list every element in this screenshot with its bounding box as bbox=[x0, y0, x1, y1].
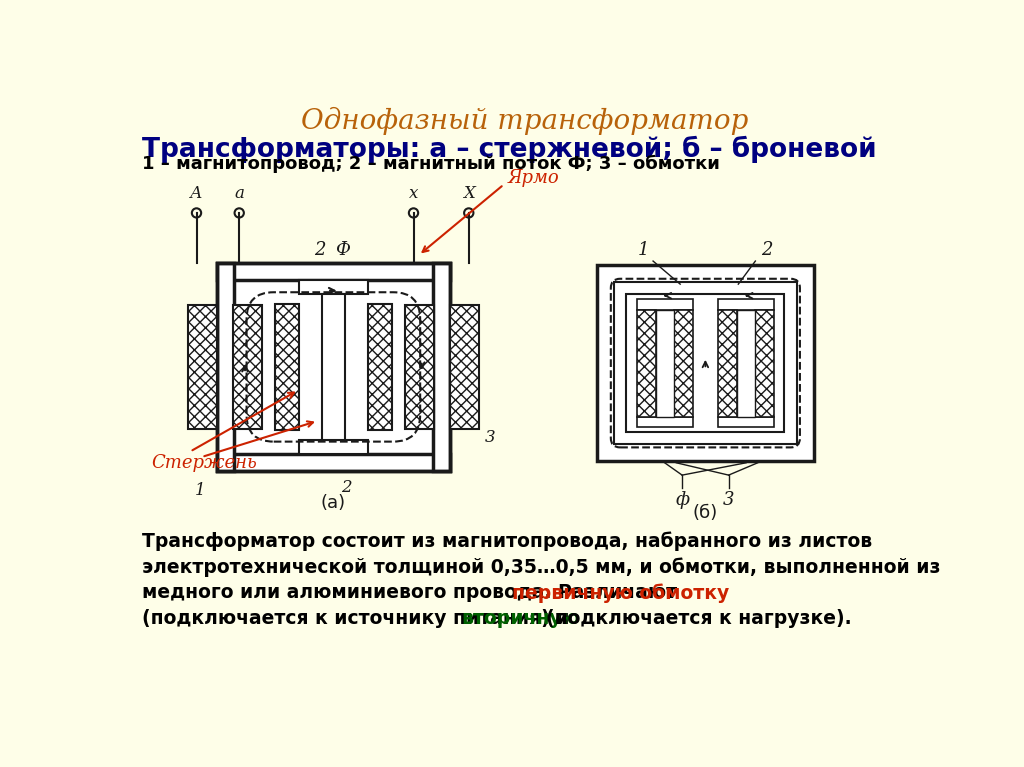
Text: А: А bbox=[190, 185, 203, 202]
Bar bbox=[637, 310, 655, 416]
Text: электротехнической толщиной 0,35…0,5 мм, и обмотки, выполненной из: электротехнической толщиной 0,35…0,5 мм,… bbox=[142, 557, 940, 577]
Text: медного или алюминиевого провода. Различают: медного или алюминиевого провода. Различ… bbox=[142, 583, 684, 602]
Bar bbox=[637, 299, 692, 310]
Text: вторичную: вторичную bbox=[461, 610, 581, 628]
Bar bbox=[655, 310, 674, 416]
Bar bbox=[217, 263, 450, 280]
Text: 2: 2 bbox=[341, 479, 352, 495]
Text: а: а bbox=[234, 185, 244, 202]
Bar bbox=[737, 310, 755, 416]
Text: Ярмо: Ярмо bbox=[508, 170, 559, 187]
Text: 3: 3 bbox=[485, 430, 496, 446]
Bar bbox=[718, 310, 737, 416]
Bar bbox=[322, 294, 345, 440]
Bar bbox=[217, 454, 450, 471]
Text: 3: 3 bbox=[723, 491, 734, 509]
Bar bbox=[275, 304, 299, 430]
Text: 2: 2 bbox=[762, 241, 773, 258]
Text: (а): (а) bbox=[321, 494, 346, 512]
Bar bbox=[718, 416, 774, 427]
Bar bbox=[597, 265, 814, 461]
Text: 1 – магнитопровод; 2 – магнитный поток Ф; 3 – обмотки: 1 – магнитопровод; 2 – магнитный поток Ф… bbox=[142, 154, 720, 173]
Text: (б): (б) bbox=[693, 504, 718, 522]
Text: (подключается к нагрузке).: (подключается к нагрузке). bbox=[547, 610, 852, 628]
Text: (подключается к источнику питания) и: (подключается к источнику питания) и bbox=[142, 610, 575, 628]
Bar bbox=[450, 304, 479, 430]
Text: 2: 2 bbox=[313, 241, 326, 259]
Bar bbox=[718, 299, 774, 310]
Text: Трансформаторы: а – стержневой; б – броневой: Трансформаторы: а – стержневой; б – брон… bbox=[142, 136, 877, 163]
Text: Стержень: Стержень bbox=[152, 454, 257, 472]
Bar bbox=[637, 416, 692, 427]
Bar bbox=[299, 440, 369, 454]
Bar bbox=[187, 304, 217, 430]
Bar bbox=[232, 304, 262, 430]
Text: 1: 1 bbox=[638, 241, 649, 258]
Bar bbox=[674, 310, 692, 416]
Text: Ф: Ф bbox=[335, 241, 350, 259]
Bar bbox=[627, 295, 784, 432]
Text: Однофазный трансформатор: Однофазный трансформатор bbox=[301, 107, 749, 135]
Bar bbox=[755, 310, 774, 416]
Bar bbox=[299, 280, 369, 294]
Bar bbox=[404, 304, 434, 430]
Text: х: х bbox=[409, 185, 418, 202]
Bar bbox=[597, 265, 814, 461]
Text: Х: Х bbox=[463, 185, 475, 202]
Text: первичную обмотку: первичную обмотку bbox=[512, 583, 729, 603]
Bar bbox=[217, 263, 450, 471]
Text: 1: 1 bbox=[195, 482, 206, 499]
Bar bbox=[432, 263, 450, 471]
Bar bbox=[217, 263, 234, 471]
Bar bbox=[369, 304, 391, 430]
Bar bbox=[614, 281, 797, 444]
Bar bbox=[217, 263, 450, 471]
Text: ф: ф bbox=[675, 491, 689, 509]
Text: Трансформатор состоит из магнитопровода, набранного из листов: Трансформатор состоит из магнитопровода,… bbox=[142, 531, 872, 551]
